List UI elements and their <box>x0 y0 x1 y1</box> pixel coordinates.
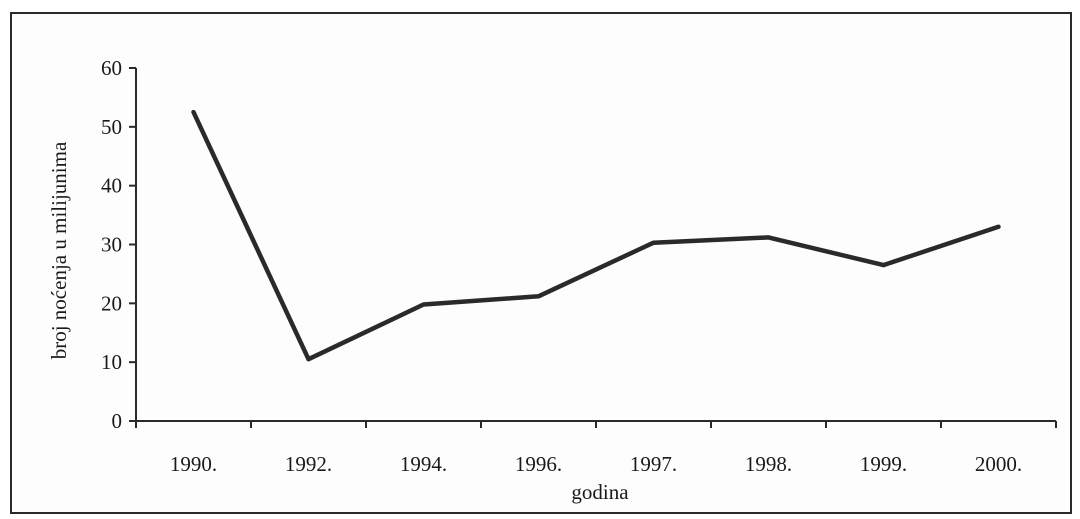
x-tick-label: 1992. <box>285 452 332 476</box>
y-tick-label: 20 <box>101 291 122 315</box>
x-tick-label: 1990. <box>170 452 217 476</box>
y-tick-label: 50 <box>101 115 122 139</box>
series-line <box>191 109 1001 362</box>
y-tick-label: 60 <box>101 56 122 80</box>
y-tick-label: 30 <box>101 233 122 257</box>
x-axis-title: godina <box>571 480 629 504</box>
chart-axes: 0 10 20 30 40 50 60 1990. 1992. 1994. 1996. 1997. 19… <box>101 56 1057 476</box>
x-tick-label: 1998. <box>745 452 792 476</box>
y-tick-label: 0 <box>112 409 123 433</box>
y-tick-label: 40 <box>101 174 122 198</box>
x-tick-label: 1997. <box>630 452 677 476</box>
chart-series <box>191 109 1001 362</box>
y-axis-title: broj noćenja u milijunima <box>47 141 71 359</box>
x-tick-label: 1996. <box>515 452 562 476</box>
x-tick-label: 2000. <box>975 452 1022 476</box>
y-tick-label: 10 <box>101 350 122 374</box>
x-tick-label: 1994. <box>400 452 447 476</box>
x-tick-label: 1999. <box>860 452 907 476</box>
